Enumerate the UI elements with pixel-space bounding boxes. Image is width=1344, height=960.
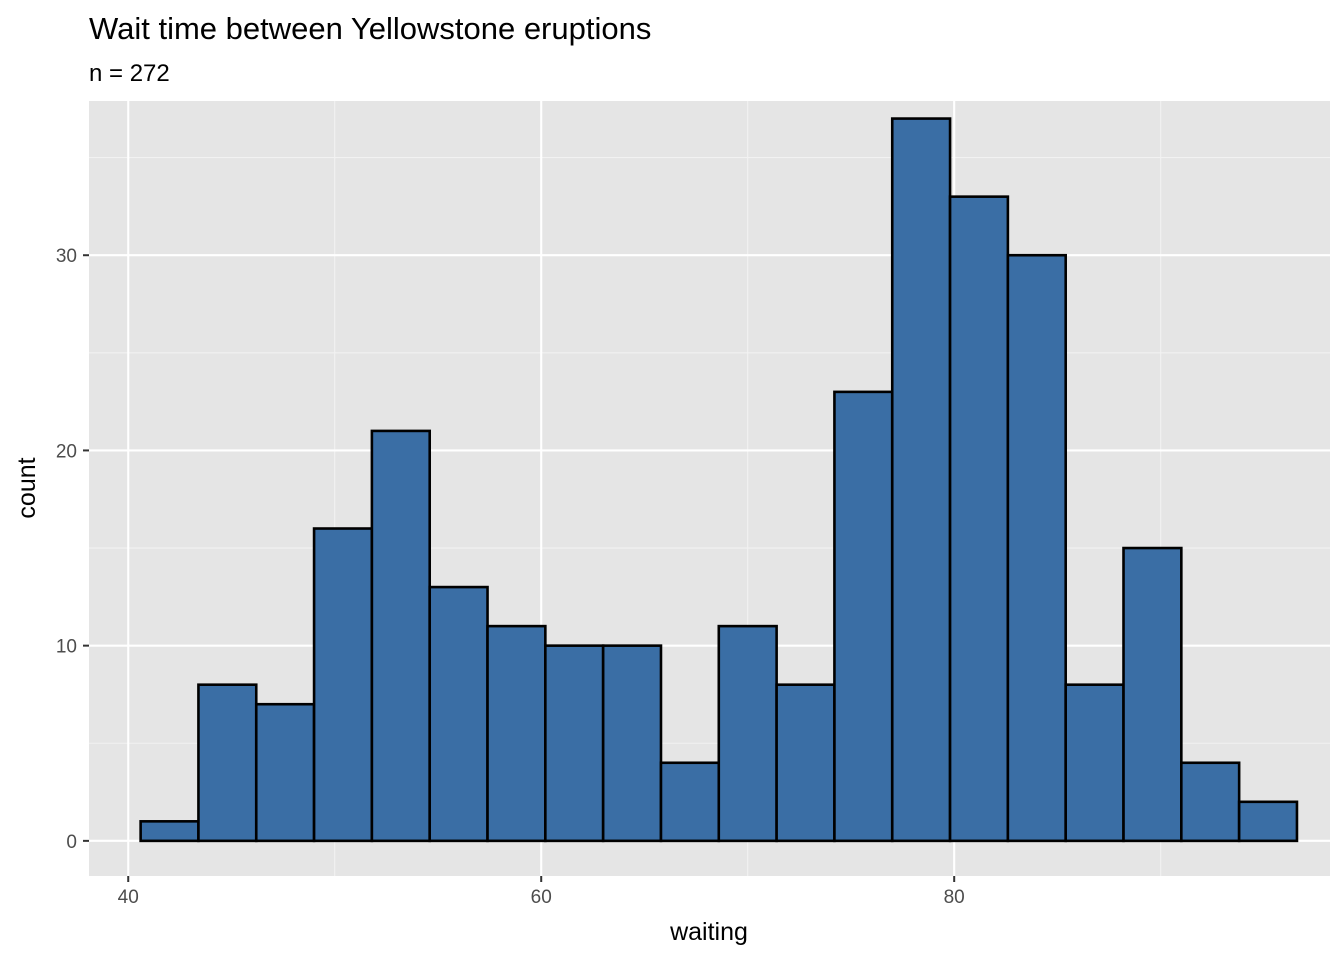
x-axis: 40 60 80 <box>118 876 965 908</box>
histogram-bar <box>1180 761 1241 843</box>
x-tick-label: 40 <box>118 887 139 908</box>
histogram-bar <box>1122 546 1183 843</box>
y-axis: 0 10 20 30 <box>56 246 89 853</box>
x-tick-label: 80 <box>944 887 965 908</box>
histogram-bar <box>601 644 663 843</box>
histogram-bar <box>1237 800 1299 843</box>
histogram-bar <box>197 683 258 843</box>
y-axis-title: count <box>13 457 41 518</box>
y-tick-label: 20 <box>56 441 77 462</box>
x-axis-title: waiting <box>669 918 748 946</box>
x-tick-label: 60 <box>531 887 552 908</box>
histogram-bar <box>833 390 894 843</box>
chart-subtitle: n = 272 <box>89 60 170 87</box>
y-tick-label: 10 <box>56 637 77 658</box>
histogram-bar <box>254 702 316 843</box>
histogram-bar <box>948 195 1010 843</box>
histogram-bar <box>486 624 547 843</box>
chart-title: Wait time between Yellowstone eruptions <box>89 11 651 46</box>
histogram-bars <box>139 117 1299 843</box>
y-tick-label: 0 <box>66 832 77 853</box>
histogram-bar <box>659 761 721 843</box>
y-tick-label: 30 <box>56 246 77 267</box>
histogram-bar <box>775 683 836 843</box>
histogram-bar <box>370 429 432 843</box>
histogram-bar <box>1006 253 1067 843</box>
histogram-bar <box>544 644 605 843</box>
histogram-bar <box>1064 683 1125 843</box>
histogram-bar <box>717 624 778 843</box>
histogram-bar <box>312 527 374 843</box>
histogram-bar <box>890 117 952 843</box>
histogram-bar <box>428 585 489 843</box>
histogram-bar <box>139 820 200 843</box>
